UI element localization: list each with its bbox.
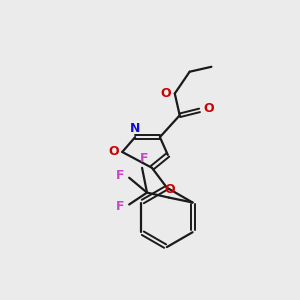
Text: F: F (116, 169, 124, 182)
Text: O: O (108, 146, 119, 158)
Text: O: O (164, 183, 175, 196)
Text: F: F (116, 200, 124, 213)
Text: F: F (140, 152, 148, 165)
Text: O: O (203, 102, 214, 115)
Text: O: O (160, 87, 171, 100)
Text: N: N (130, 122, 140, 135)
